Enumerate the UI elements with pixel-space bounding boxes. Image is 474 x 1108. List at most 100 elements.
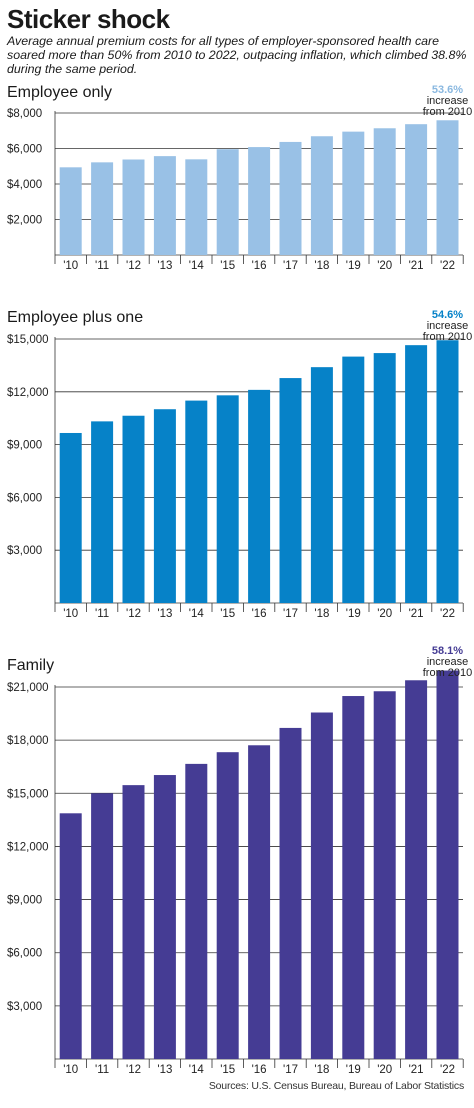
x-tick-label: '14 bbox=[189, 1064, 205, 1076]
x-tick-label: '21 bbox=[409, 608, 424, 620]
bar bbox=[153, 156, 176, 255]
annotation-percent: 58.1% bbox=[432, 645, 463, 657]
y-tick-label: $8,000 bbox=[7, 108, 42, 120]
y-tick-label: $6,000 bbox=[7, 144, 42, 156]
bar bbox=[436, 120, 459, 255]
x-tick-label: '12 bbox=[126, 608, 141, 620]
x-tick-label: '21 bbox=[409, 1064, 424, 1076]
annotation-text: from 2010 bbox=[423, 331, 473, 343]
employee-only-chart: Employee only $2,000 $4,000 $6,000 $8,000 '10… bbox=[7, 84, 472, 272]
bar bbox=[185, 400, 208, 603]
bar bbox=[91, 162, 114, 255]
x-tick-label: '12 bbox=[126, 1064, 141, 1076]
bar bbox=[153, 409, 176, 603]
y-tick-label: $6,000 bbox=[7, 492, 42, 504]
bar bbox=[310, 712, 333, 1059]
bar bbox=[310, 367, 333, 603]
bar bbox=[216, 752, 239, 1059]
bar bbox=[59, 432, 82, 603]
panel-title: Employee plus one bbox=[7, 309, 143, 326]
x-tick-label: '16 bbox=[252, 260, 267, 272]
y-tick-label: $3,000 bbox=[7, 545, 42, 557]
x-tick-label: '10 bbox=[63, 1064, 78, 1076]
bar bbox=[185, 763, 208, 1059]
bar bbox=[373, 691, 396, 1059]
bar bbox=[248, 389, 271, 603]
y-tick-label: $9,000 bbox=[7, 895, 42, 907]
panel-title: Employee only bbox=[7, 84, 112, 101]
bar bbox=[310, 136, 333, 255]
bar bbox=[342, 696, 365, 1059]
x-tick-label: '10 bbox=[63, 608, 78, 620]
chart-subtitle: Average annual premium costs for all typ… bbox=[7, 34, 467, 76]
annotation-text: increase bbox=[427, 320, 469, 332]
bar bbox=[405, 345, 428, 603]
x-tick-label: '11 bbox=[95, 260, 109, 272]
x-tick-label: '10 bbox=[63, 260, 78, 272]
bar bbox=[279, 727, 302, 1059]
bar bbox=[59, 167, 82, 255]
bar bbox=[216, 149, 239, 255]
y-tick-label: $9,000 bbox=[7, 440, 42, 452]
x-tick-label: '15 bbox=[220, 260, 235, 272]
x-tick-label: '18 bbox=[314, 608, 329, 620]
y-tick-label: $6,000 bbox=[7, 948, 42, 960]
x-tick-label: '19 bbox=[346, 1064, 361, 1076]
bar bbox=[373, 353, 396, 603]
bar bbox=[59, 813, 82, 1059]
family-chart: Family $3,000 $6,000 $9,000 $12,000 $15,000 $1… bbox=[7, 645, 472, 1076]
bar bbox=[153, 775, 176, 1059]
bar bbox=[248, 147, 271, 255]
y-tick-label: $18,000 bbox=[7, 735, 49, 747]
x-tick-label: '11 bbox=[95, 608, 109, 620]
x-tick-label: '18 bbox=[314, 260, 329, 272]
x-tick-label: '22 bbox=[440, 260, 455, 272]
bar bbox=[248, 745, 271, 1059]
bar bbox=[91, 421, 114, 603]
source-note: Sources: U.S. Census Bureau, Bureau of L… bbox=[208, 1080, 464, 1092]
y-tick-label: $15,000 bbox=[7, 334, 49, 346]
bar bbox=[405, 124, 428, 256]
y-tick-label: $12,000 bbox=[7, 387, 49, 399]
x-tick-label: '17 bbox=[283, 1064, 298, 1076]
bar bbox=[405, 680, 428, 1059]
x-tick-label: '13 bbox=[157, 1064, 172, 1076]
y-tick-label: $4,000 bbox=[7, 179, 42, 191]
x-tick-label: '14 bbox=[189, 260, 205, 272]
y-tick-label: $12,000 bbox=[7, 841, 49, 853]
chart-headline: Sticker shock bbox=[7, 4, 170, 34]
bar bbox=[185, 159, 208, 255]
bar bbox=[373, 128, 396, 255]
bar bbox=[122, 159, 145, 255]
x-tick-label: '22 bbox=[440, 608, 455, 620]
x-tick-label: '16 bbox=[252, 608, 267, 620]
bar bbox=[279, 141, 302, 255]
x-tick-label: '17 bbox=[283, 608, 298, 620]
annotation-text: increase bbox=[427, 656, 469, 668]
x-tick-label: '13 bbox=[157, 608, 172, 620]
bar bbox=[122, 785, 145, 1059]
annotation-text: from 2010 bbox=[423, 106, 473, 118]
bar bbox=[122, 415, 145, 603]
x-tick-label: '19 bbox=[346, 260, 361, 272]
x-tick-label: '15 bbox=[220, 1064, 235, 1076]
y-tick-label: $3,000 bbox=[7, 1001, 42, 1013]
bar bbox=[216, 395, 239, 603]
annotation-text: increase bbox=[427, 95, 469, 107]
x-tick-label: '15 bbox=[220, 608, 235, 620]
bar bbox=[436, 670, 459, 1059]
annotation-text: from 2010 bbox=[423, 667, 473, 679]
bar bbox=[91, 793, 114, 1059]
x-tick-label: '14 bbox=[189, 608, 205, 620]
x-tick-label: '20 bbox=[377, 608, 392, 620]
bar bbox=[436, 340, 459, 603]
x-tick-label: '18 bbox=[314, 1064, 329, 1076]
x-tick-label: '20 bbox=[377, 1064, 392, 1076]
x-tick-label: '19 bbox=[346, 608, 361, 620]
x-tick-label: '13 bbox=[157, 260, 172, 272]
x-tick-label: '12 bbox=[126, 260, 141, 272]
x-tick-label: '16 bbox=[252, 1064, 267, 1076]
x-tick-label: '20 bbox=[377, 260, 392, 272]
bar bbox=[342, 356, 365, 603]
